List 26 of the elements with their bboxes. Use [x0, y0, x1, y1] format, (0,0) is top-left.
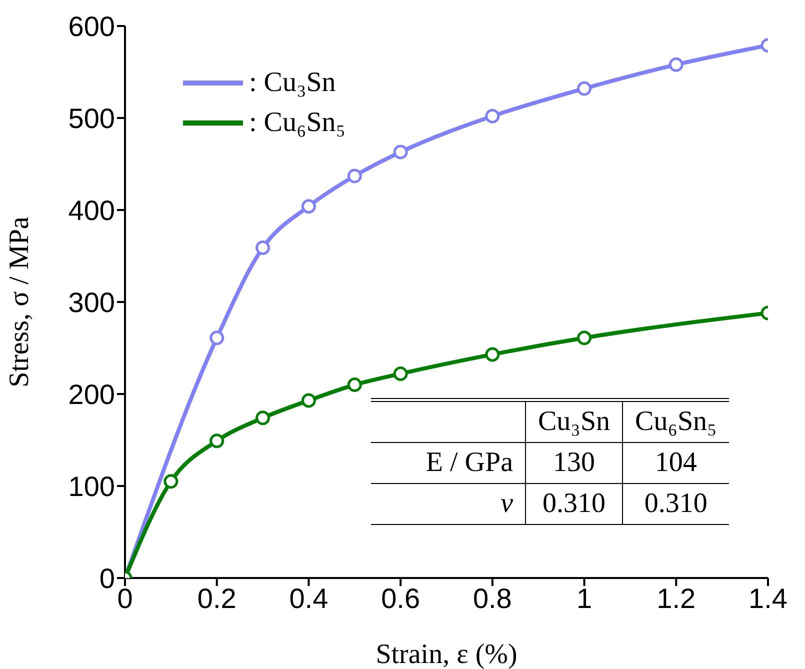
- x-tick-label: 1.4: [748, 582, 788, 614]
- annotation: 0.310: [622, 484, 729, 524]
- x-tick-label: 1.2: [656, 582, 696, 614]
- x-tick-label: 0.8: [472, 582, 512, 614]
- x-axis-title: Strain, ε (%): [376, 639, 518, 669]
- y-tick-label: 100: [68, 470, 115, 502]
- y-tick-label: 400: [68, 194, 115, 226]
- y-axis-title: Stress, σ / MPa: [4, 216, 35, 388]
- y-tick-label: 600: [68, 10, 115, 42]
- legend-label: : Cu₆Sn₅: [249, 107, 346, 139]
- annotation: 130: [526, 442, 623, 484]
- y-tick-label: 300: [68, 286, 115, 318]
- annotation: ν: [500, 487, 514, 521]
- annotation: 0.310: [526, 484, 623, 524]
- annotation: Cu₃Sn: [526, 400, 623, 442]
- legend-label: : Cu₃Sn: [249, 67, 336, 99]
- y-tick-label: 500: [68, 102, 115, 134]
- x-tick-label: 0.6: [381, 582, 420, 614]
- y-tick-label: 0: [99, 562, 115, 594]
- x-tick-label: 1: [576, 582, 592, 614]
- x-tick-label: 0.2: [197, 582, 236, 614]
- y-tick-label: 200: [68, 378, 115, 410]
- annotation: E / GPa: [424, 446, 514, 480]
- x-tick-label: 0.4: [289, 582, 328, 614]
- annotation: 104: [622, 442, 729, 484]
- annotation: Cu₆Sn₅: [622, 400, 729, 442]
